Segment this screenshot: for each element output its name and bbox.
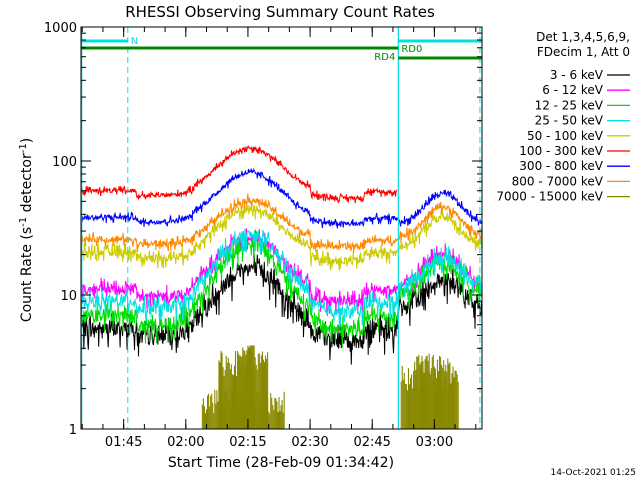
legend-entry-label: 300 - 800 keV: [519, 159, 603, 173]
series-line: [81, 229, 482, 348]
legend: Det 1,3,4,5,6,9, FDecim 1, Att 0 3 - 6 k…: [496, 30, 630, 204]
y-axis-label-part3: ): [19, 138, 35, 143]
x-tick-label: 01:45: [105, 435, 142, 450]
plot-frame: [80, 26, 483, 430]
y-axis: 1 10 100 1000: [44, 21, 482, 438]
legend-entry-label: 100 - 300 keV: [519, 144, 603, 158]
series-line: [81, 145, 398, 204]
series-line: [81, 193, 482, 254]
legend-entry-label: 6 - 12 keV: [542, 83, 604, 97]
y-axis-label-sup2: -1: [18, 143, 29, 153]
x-axis: 01:45 02:00 02:15 02:30 02:45 03:00: [81, 27, 477, 450]
x-tick-label: 02:00: [167, 435, 204, 450]
plot-area: N RD0 RD4: [81, 27, 482, 429]
x-tick-label: 02:45: [353, 435, 390, 450]
y-axis-label-part2: detector: [19, 153, 35, 217]
legend-entry-label: 25 - 50 keV: [535, 114, 604, 128]
x-tick-label: 02:15: [229, 435, 266, 450]
series-line: [81, 167, 482, 229]
legend-header-line1: Det 1,3,4,5,6,9,: [536, 30, 630, 44]
series-line: [81, 228, 482, 328]
legend-entry-label: 800 - 7000 keV: [512, 174, 604, 188]
rd4-flag-label: RD4: [374, 52, 395, 63]
series-line: [81, 204, 482, 271]
legend-header-line2: FDecim 1, Att 0: [537, 45, 630, 59]
x-tick-label: 02:30: [291, 435, 328, 450]
x-axis-label: Start Time (28-Feb-09 01:34:42): [168, 455, 394, 471]
y-axis-label-part1: Count Rate (s: [19, 227, 35, 322]
y-tick-label: 1000: [44, 21, 77, 36]
y-tick-label: 100: [52, 155, 77, 170]
rd0-flag-label: RD0: [401, 44, 422, 55]
legend-entry-label: 7000 - 15000 keV: [496, 190, 603, 204]
legend-entry-label: 50 - 100 keV: [527, 129, 604, 143]
footer-timestamp: 14-Oct-2021 01:25: [551, 468, 636, 478]
legend-entry-label: 12 - 25 keV: [535, 98, 604, 112]
night-flag-label: N: [131, 36, 138, 47]
chart-title: RHESSI Observing Summary Count Rates: [125, 3, 435, 21]
y-tick-label: 10: [60, 289, 77, 304]
legend-entry-label: 3 - 6 keV: [550, 68, 604, 82]
y-axis-label-sup1: -1: [18, 217, 29, 227]
x-tick-label: 03:00: [416, 435, 453, 450]
y-axis-label: Count Rate (s-1 detector-1): [18, 138, 35, 322]
y-tick-label: 1: [69, 423, 77, 438]
